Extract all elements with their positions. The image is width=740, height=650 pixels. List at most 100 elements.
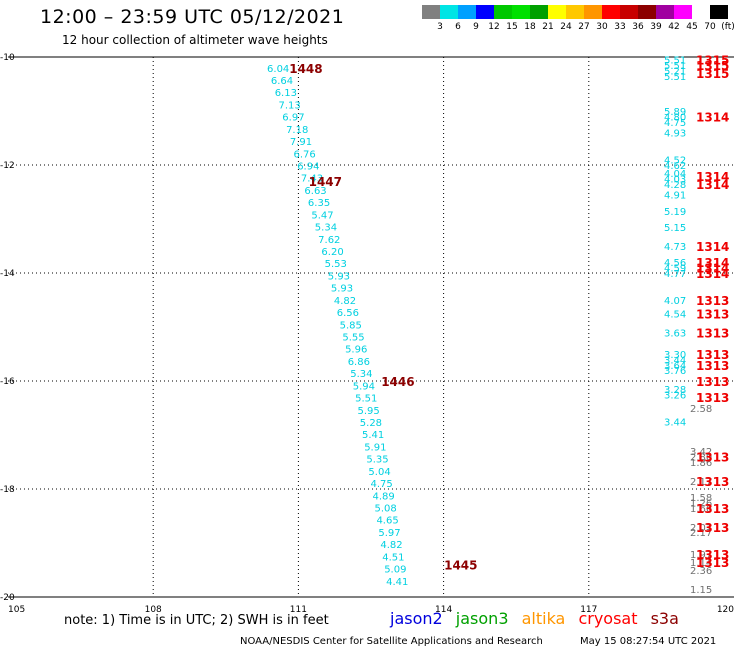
pass-number-label-east: 1313: [696, 475, 729, 489]
x-tick-label: 111: [290, 605, 307, 615]
pass-number-label-east: 1314: [696, 256, 729, 270]
color-swatch: [458, 5, 476, 19]
swh-value: 4.82: [334, 296, 356, 307]
swh-value: 6.63: [304, 186, 326, 197]
color-scale-label: 9: [473, 22, 479, 32]
swh-value-east: 5.21: [664, 67, 686, 78]
swh-value-east-gray: 2.01: [690, 523, 712, 534]
color-swatch: [494, 5, 512, 19]
color-swatch: [530, 5, 548, 19]
swh-value: 6.86: [348, 357, 370, 368]
swh-value: 7.62: [318, 235, 340, 246]
pass-number-label-east: 1314: [696, 110, 729, 124]
swh-value: 4.89: [372, 491, 394, 502]
pass-number-label-east: 1313: [696, 294, 729, 308]
swh-value-east-gray: 1.97: [690, 550, 712, 561]
swh-value: 5.55: [342, 333, 364, 344]
swh-value: 5.93: [331, 284, 353, 295]
color-scale-label: 36: [632, 22, 644, 32]
swh-value-east-gray: 1.86: [690, 458, 712, 469]
color-scale-label: 70: [704, 22, 716, 32]
swh-value: 7.43: [301, 174, 323, 185]
pass-number-label-east: 1313: [696, 391, 729, 405]
swh-value: 5.53: [325, 259, 347, 270]
legend-cryosat: cryosat: [578, 609, 638, 628]
legend-s3a: s3a: [650, 609, 679, 628]
color-swatch: [422, 5, 440, 19]
swh-value-east: 4.73: [664, 242, 686, 253]
color-swatch: [602, 5, 620, 19]
swh-value-east: 3.26: [664, 391, 686, 402]
swh-value-east: 4.77: [664, 269, 686, 280]
swh-value-east: 4.62: [664, 161, 686, 172]
color-swatch: [566, 5, 584, 19]
color-scale-label: 15: [506, 22, 518, 32]
swh-value-east: 3.64: [664, 361, 686, 372]
swh-value-east: 3.44: [664, 355, 686, 366]
swh-value: 5.09: [384, 565, 406, 576]
y-tick-label: -18: [0, 485, 15, 495]
swh-value: 6.35: [308, 198, 330, 209]
swh-value-east-gray: 2.58: [690, 404, 712, 415]
x-tick-label: 105: [8, 605, 25, 615]
swh-value-east-gray: 1.58: [690, 493, 712, 504]
swh-value: 5.96: [345, 345, 367, 356]
swh-value: 4.82: [380, 540, 402, 551]
swh-value: 6.64: [271, 76, 293, 87]
swh-value: 7.13: [279, 100, 301, 111]
color-swatch: [656, 5, 674, 19]
swh-value: 6.56: [337, 308, 359, 319]
swh-value: 6.94: [297, 162, 319, 173]
color-swatch: [674, 5, 692, 19]
color-scale-label: 45: [686, 22, 698, 32]
swh-value-east: 5.51: [664, 61, 686, 72]
swh-value: 4.75: [370, 479, 392, 490]
swh-value: 7.18: [286, 125, 308, 136]
swh-value: 5.41: [362, 430, 384, 441]
swh-value: 7.91: [290, 137, 312, 148]
color-scale-label: 21: [542, 22, 554, 32]
legend-altika: altika: [521, 609, 566, 628]
swh-value: 4.41: [386, 577, 408, 588]
color-swatch: [692, 5, 710, 19]
x-tick-label: 108: [145, 605, 162, 615]
pass-number-label-east: 1314: [696, 267, 729, 281]
note-text: note: 1) Time is in UTC; 2) SWH is in fe…: [64, 613, 329, 628]
y-tick-label: -10: [0, 53, 15, 63]
swh-value: 6.20: [321, 247, 343, 258]
pass-number-label-east: 1313: [696, 556, 729, 570]
swh-value-east: 4.07: [664, 296, 686, 307]
pass-number-label-east: 1313: [696, 375, 729, 389]
color-scale-label: 6: [455, 22, 461, 32]
swh-value-east: 4.93: [664, 129, 686, 140]
legend-jason3: jason3: [455, 609, 509, 628]
swh-value: 5.95: [357, 406, 379, 417]
swh-value-east: 5.89: [664, 107, 686, 118]
swh-value-east-gray: 1.14: [690, 558, 712, 569]
pass-number-label-east: 1313: [696, 451, 729, 465]
page-subtitle: 12 hour collection of altimeter wave hei…: [62, 33, 328, 47]
swh-value: 4.65: [376, 516, 398, 527]
swh-value-east: 5.51: [664, 56, 686, 67]
swh-value: 5.34: [315, 223, 337, 234]
swh-value-east: 4.56: [664, 258, 686, 269]
swh-value-east: 5.51: [664, 72, 686, 83]
swh-value: 5.47: [311, 210, 333, 221]
pass-number-label-east: 1314: [696, 240, 729, 254]
swh-value-east-gray: 1.66: [690, 504, 712, 515]
color-scale-label: (ft): [721, 22, 735, 32]
swh-value-east: 4.80: [664, 112, 686, 123]
swh-value: 5.85: [340, 320, 362, 331]
pass-number-label-east: 1314: [696, 178, 729, 192]
color-scale-label: 3: [437, 22, 443, 32]
swh-value: 5.94: [353, 381, 375, 392]
swh-value: 4.51: [382, 552, 404, 563]
page-title: 12:00 – 23:59 UTC 05/12/2021: [40, 6, 345, 28]
swh-value-east: 4.59: [664, 264, 686, 275]
pass-number-label-east: 1313: [696, 548, 729, 562]
pass-number-label: 1447: [309, 175, 342, 189]
swh-value-east-gray: 1.26: [690, 499, 712, 510]
x-tick-label: 120: [717, 605, 734, 615]
swh-value: 5.91: [364, 442, 386, 453]
